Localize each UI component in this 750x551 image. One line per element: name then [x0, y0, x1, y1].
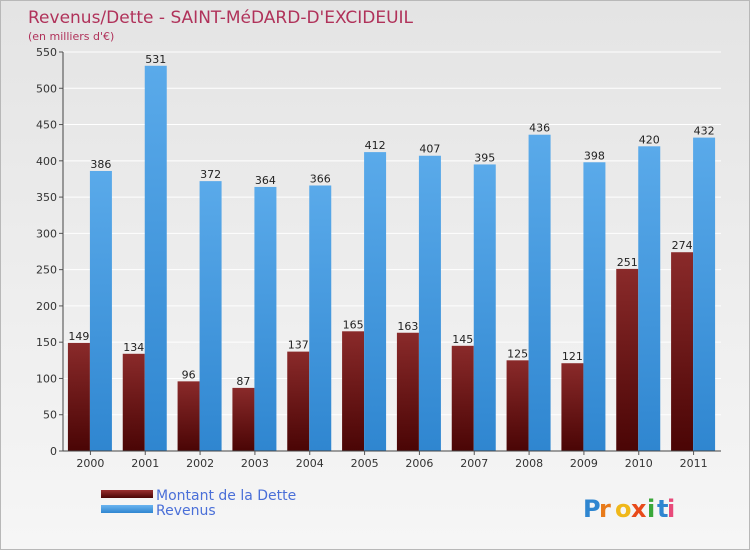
bar-revenus [364, 152, 387, 451]
legend-label-revenus: Revenus [156, 503, 216, 519]
y-tick-label: 100 [36, 372, 57, 385]
bar-revenus [418, 155, 441, 452]
value-label-revenus: 395 [474, 151, 495, 164]
bar-revenus [89, 170, 112, 451]
value-label-revenus: 372 [200, 168, 221, 181]
x-tick-label: 2006 [405, 457, 433, 470]
x-tick-label: 2010 [625, 457, 653, 470]
y-tick-label: 150 [36, 336, 57, 349]
grid [63, 51, 721, 416]
value-label-dette: 165 [343, 318, 364, 331]
value-label-dette: 145 [452, 333, 473, 346]
logo-letter: t [657, 495, 668, 523]
bar-revenus [638, 146, 661, 452]
bar-revenus [473, 164, 496, 452]
value-label-revenus: 398 [584, 149, 605, 162]
logo-letter: o [615, 495, 632, 523]
bar-revenus [254, 186, 277, 451]
x-tick-label: 2003 [241, 457, 269, 470]
x-tick-label: 2004 [296, 457, 324, 470]
logo-letter: i [647, 495, 655, 523]
value-label-dette: 125 [507, 347, 528, 360]
bar-dette [342, 331, 365, 451]
x-tick-label: 2000 [76, 457, 104, 470]
value-label-dette: 163 [397, 320, 418, 333]
y-tick-label: 400 [36, 155, 57, 168]
legend-label-debt: Montant de la Dette [156, 488, 296, 504]
y-tick-label: 300 [36, 227, 57, 240]
bar-dette [287, 351, 310, 451]
logo-letter: P [583, 495, 601, 523]
value-label-revenus: 432 [694, 125, 715, 138]
y-tick-label: 250 [36, 264, 57, 277]
bar-dette [451, 345, 474, 451]
value-label-dette: 251 [617, 256, 638, 269]
y-tick-label: 450 [36, 119, 57, 132]
y-tick-label: 500 [36, 82, 57, 95]
value-label-dette: 274 [672, 239, 693, 252]
y-tick-label: 350 [36, 191, 57, 204]
value-label-revenus: 407 [419, 143, 440, 156]
value-label-dette: 149 [68, 330, 89, 343]
value-label-revenus: 364 [255, 174, 276, 187]
x-tick-label: 2005 [351, 457, 379, 470]
value-label-revenus: 412 [365, 139, 386, 152]
bar-revenus [693, 137, 716, 451]
y-tick-label: 550 [36, 46, 57, 59]
logo-letter: r [599, 495, 611, 523]
value-label-revenus: 366 [310, 172, 331, 185]
x-tick-label: 2007 [460, 457, 488, 470]
x-tick-label: 2002 [186, 457, 214, 470]
x-tick-label: 2009 [570, 457, 598, 470]
bar-dette [561, 363, 584, 451]
bar-revenus [199, 181, 222, 451]
chart-title: Revenus/Dette - SAINT-MéDARD-D'EXCIDEUIL [28, 8, 414, 28]
bar-dette [177, 381, 200, 451]
value-label-dette: 96 [182, 368, 196, 381]
value-label-dette: 121 [562, 350, 583, 363]
bar-dette [122, 353, 145, 451]
legend: Montant de la Dette Revenus [101, 488, 296, 519]
value-label-dette: 137 [288, 339, 309, 352]
legend-swatch-revenus [101, 505, 153, 513]
value-label-dette: 134 [123, 341, 144, 354]
x-tick-label: 2008 [515, 457, 543, 470]
value-label-revenus: 386 [90, 158, 111, 171]
y-tick-label: 50 [43, 409, 57, 422]
logo-letter: x [631, 495, 647, 523]
proxiti-logo: Pr o x i ti [583, 495, 675, 523]
bar-revenus [144, 65, 167, 452]
value-label-revenus: 420 [639, 133, 660, 146]
bar-revenus [528, 134, 551, 451]
bar-dette [396, 332, 419, 451]
bar-dette [232, 387, 255, 451]
bar-dette [616, 268, 639, 451]
bar-dette [67, 342, 90, 451]
value-label-revenus: 531 [145, 53, 166, 66]
x-tick-label: 2011 [680, 457, 708, 470]
bar-dette [671, 252, 694, 451]
bars: 149 386 134 531 96 372 87 364 137 366 165 412 163 407… [67, 53, 716, 452]
x-tick-label: 2001 [131, 457, 159, 470]
axes: 0 50 100 150 200 250 300 350 400 450 500 550 2000 200… [36, 46, 721, 470]
value-label-revenus: 436 [529, 122, 550, 135]
y-tick-label: 200 [36, 300, 57, 313]
bar-revenus [583, 162, 606, 451]
logo-letter: i [667, 495, 675, 523]
bar-dette [506, 360, 529, 451]
y-tick-label: 0 [50, 445, 57, 458]
chart-subtitle: (en milliers d'€) [28, 30, 114, 43]
bar-revenus [309, 185, 332, 451]
value-label-dette: 87 [236, 375, 250, 388]
legend-swatch-debt [101, 490, 153, 498]
